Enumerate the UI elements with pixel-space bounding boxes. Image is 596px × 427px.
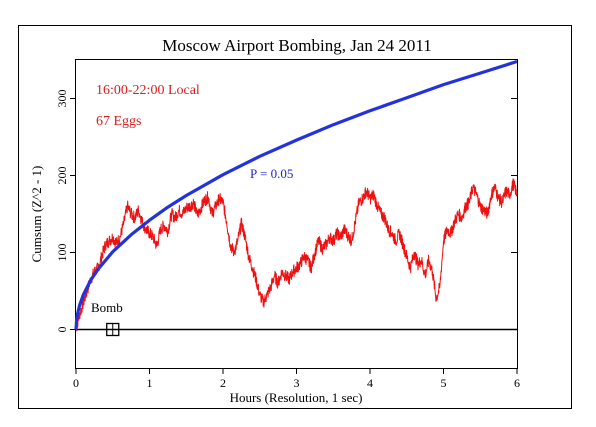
series-layer: [74, 59, 518, 332]
y-tick-label: 0: [55, 327, 69, 333]
y-axis-label: Cumsum (Z^2 - 1): [29, 166, 44, 263]
bomb-event-label: Bomb: [91, 300, 123, 315]
x-tick-label: 4: [367, 376, 373, 390]
x-axis-ticks: [75, 368, 518, 374]
x-tick-label: 5: [441, 376, 447, 390]
x-tick-label: 0: [73, 376, 79, 390]
time-window-annotation: 16:00-22:00 Local: [96, 83, 200, 98]
x-tick-label: 2: [220, 376, 226, 390]
outer-frame: [18, 25, 572, 409]
y-tick-label: 100: [55, 244, 69, 262]
chart-title: Moscow Airport Bombing, Jan 24 2011: [162, 36, 431, 55]
eggs-count-annotation: 67 Eggs: [96, 114, 142, 129]
x-tick-label: 6: [514, 376, 520, 390]
plot-frame: [75, 59, 518, 369]
y-tick-label: 200: [55, 167, 69, 185]
cumsum-series-line: [75, 178, 518, 332]
x-axis-label: Hours (Resolution, 1 sec): [230, 390, 363, 405]
x-axis-tick-labels: 0 1 2 3 4 5 6: [73, 376, 520, 390]
y-tick-label: 300: [55, 90, 69, 108]
significance-curve-label: P = 0.05: [250, 166, 293, 181]
significance-curve-line: [74, 59, 518, 330]
x-tick-label: 3: [294, 376, 300, 390]
x-tick-label: 1: [147, 376, 153, 390]
y-axis-tick-labels: 0 100 200 300: [55, 90, 69, 333]
